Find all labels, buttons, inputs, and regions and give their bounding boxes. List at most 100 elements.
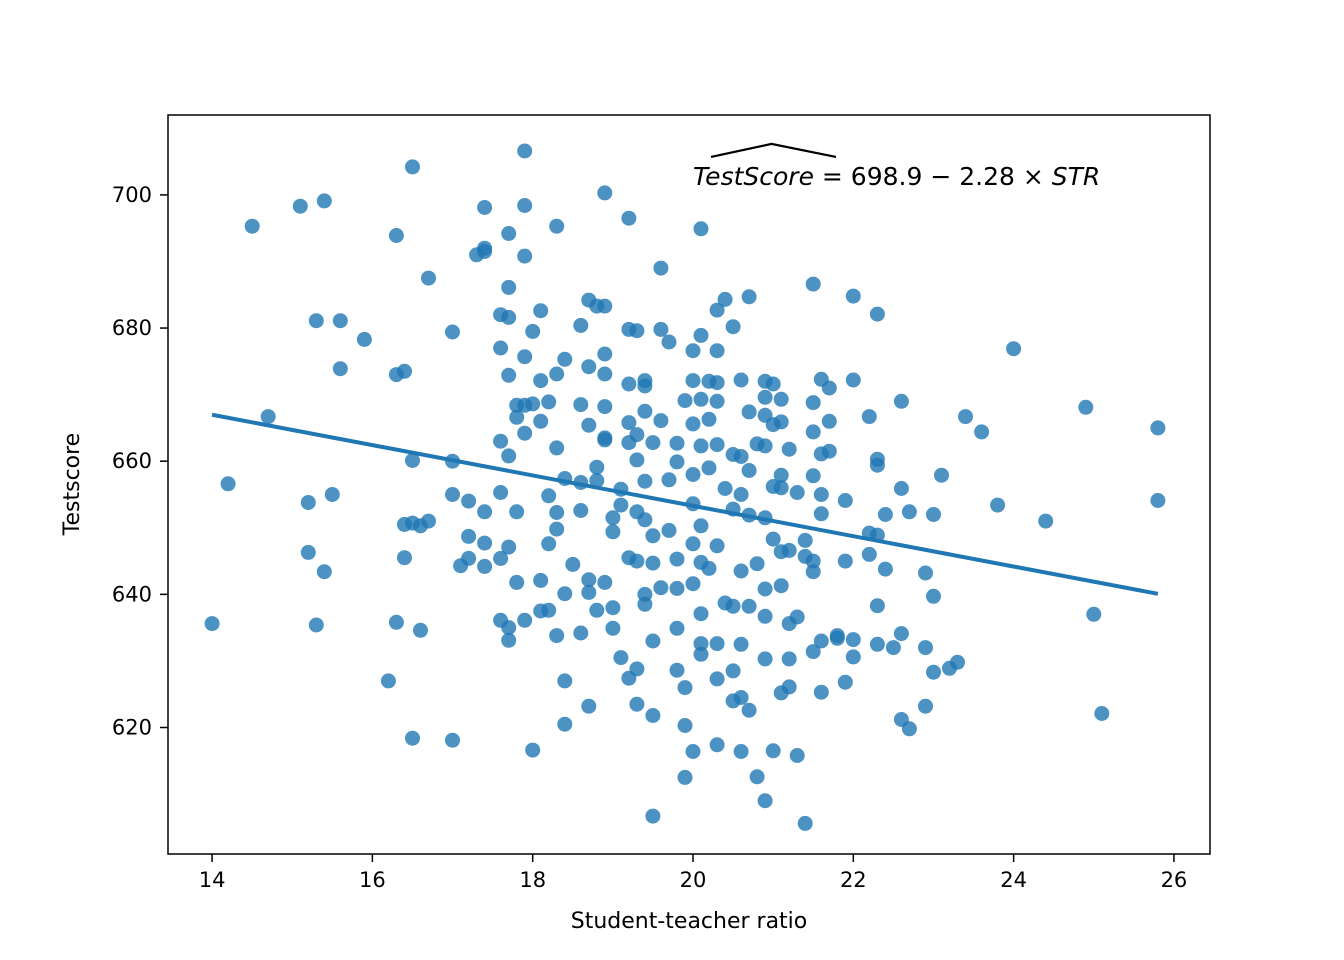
data-point	[541, 394, 557, 410]
data-point	[1038, 513, 1054, 529]
data-point	[797, 532, 813, 548]
data-point	[781, 441, 797, 457]
data-point	[677, 718, 693, 733]
data-point	[757, 581, 773, 597]
data-point	[789, 485, 805, 500]
data-point	[741, 598, 757, 614]
data-point	[645, 808, 661, 824]
data-point	[597, 574, 613, 590]
data-point	[204, 616, 220, 632]
data-point	[517, 248, 533, 264]
data-point	[653, 321, 669, 337]
x-tick-label: 18	[519, 868, 546, 892]
data-point	[525, 323, 541, 339]
data-point	[509, 504, 525, 520]
data-point	[445, 487, 460, 502]
data-point	[501, 226, 517, 241]
data-point	[693, 221, 709, 237]
data-point	[541, 602, 557, 618]
x-tick-label: 22	[840, 868, 867, 892]
data-point	[413, 622, 428, 638]
data-point	[757, 651, 773, 667]
data-point	[549, 628, 565, 644]
data-point	[533, 373, 549, 389]
data-point	[525, 396, 541, 412]
data-point	[517, 612, 533, 628]
data-point	[493, 433, 509, 449]
data-point	[661, 522, 677, 538]
data-point	[877, 561, 893, 577]
regression-line	[211, 412, 1159, 596]
data-point	[525, 742, 541, 758]
data-point	[645, 528, 661, 544]
data-point	[397, 550, 412, 566]
data-point	[669, 662, 685, 678]
data-point	[541, 536, 557, 552]
data-point	[805, 553, 821, 569]
data-point	[749, 556, 765, 572]
data-point	[501, 448, 517, 464]
x-tick-label: 16	[359, 868, 386, 892]
data-point	[869, 636, 885, 652]
data-point	[493, 612, 509, 628]
data-point	[461, 550, 477, 566]
data-point	[316, 564, 332, 580]
data-point	[621, 415, 637, 431]
data-point	[693, 518, 709, 534]
data-point	[477, 504, 493, 520]
data-point	[597, 430, 613, 446]
data-point	[332, 361, 348, 377]
data-point	[926, 588, 941, 604]
x-tick-label: 20	[680, 868, 707, 892]
data-point	[990, 497, 1006, 513]
data-point	[829, 630, 845, 646]
data-point	[405, 159, 420, 175]
data-point	[805, 276, 821, 292]
data-point	[845, 632, 861, 648]
data-point	[773, 414, 789, 430]
equation-lhs: TestScore	[693, 162, 814, 191]
data-point	[805, 424, 821, 440]
data-point	[637, 473, 653, 489]
data-point	[813, 487, 829, 502]
data-point	[597, 399, 613, 415]
data-point	[869, 598, 885, 614]
data-point	[733, 487, 749, 502]
data-point	[629, 661, 645, 677]
data-point	[477, 200, 493, 215]
data-point	[837, 553, 853, 569]
data-point	[605, 510, 621, 526]
data-point	[926, 507, 941, 522]
data-point	[477, 244, 493, 259]
y-axis-label: Testscore	[60, 433, 85, 536]
data-point	[765, 743, 781, 759]
data-point	[629, 323, 645, 339]
data-point	[813, 684, 829, 700]
data-point	[477, 558, 493, 574]
data-point	[813, 633, 829, 649]
data-point	[821, 380, 837, 396]
data-point	[958, 409, 973, 425]
data-point	[685, 343, 701, 359]
data-point	[781, 542, 797, 558]
data-point	[517, 425, 533, 441]
data-point	[581, 584, 597, 600]
data-point	[533, 572, 549, 588]
data-point	[461, 493, 477, 509]
data-point	[1086, 606, 1102, 622]
equation-rhs: = 698.9 − 2.28 ×	[814, 162, 1052, 191]
data-point	[517, 143, 533, 159]
data-point	[773, 578, 789, 594]
data-point	[885, 640, 901, 656]
data-point	[501, 539, 517, 555]
data-point	[685, 576, 701, 592]
data-point	[501, 279, 517, 295]
data-point	[493, 485, 509, 500]
data-point	[557, 586, 573, 602]
data-point	[685, 536, 701, 552]
data-point	[308, 617, 324, 633]
data-point	[573, 625, 589, 641]
data-point	[893, 481, 909, 496]
data-point	[541, 488, 557, 504]
